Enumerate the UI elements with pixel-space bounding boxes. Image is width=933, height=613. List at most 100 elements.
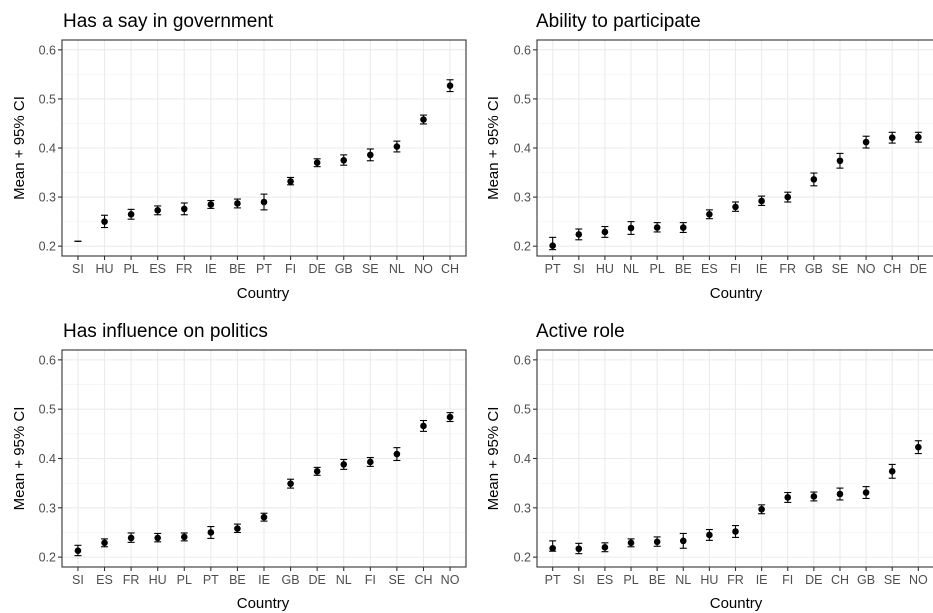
x-tick-label-pt: PT [545,573,561,587]
data-point-se [888,468,896,475]
x-tick-label-no: NO [414,262,433,276]
x-tick-label-be: BE [675,262,692,276]
y-tick-label: 0.2 [39,551,56,565]
data-point-hu [101,218,108,225]
data-point-de [313,159,321,167]
y-tick-label: 0.5 [39,403,56,417]
data-point-pl [180,533,188,541]
x-tick-label-pl: PL [177,573,192,587]
data-point-pl [127,210,135,218]
y-tick-label: 0.2 [514,240,531,254]
x-tick-label-es: ES [701,262,718,276]
y-tick-label: 0.6 [39,43,56,57]
x-tick-label-ie: IE [205,262,217,276]
x-tick-label-nl: NL [336,573,352,587]
data-point-pt [207,529,215,536]
data-point-ie [758,197,765,205]
data-point-be [653,538,661,546]
data-point-es [706,210,713,218]
data-point-no [862,138,870,146]
data-point-no [915,443,922,451]
data-point-ie [260,513,268,521]
y-tick-label: 0.3 [514,501,531,515]
y-axis-label: Mean + 95% CI [485,407,502,511]
data-point-de [810,493,818,500]
x-tick-label-se: SE [832,262,849,276]
panel-2: 0.2 0.3 0.4 0.5 0.6 PT SI HU NL PL BE ES FI IE FR GB SE N… [485,11,933,302]
data-point-pt [260,198,268,206]
x-tick-label-fr: FR [176,262,193,276]
data-point-no [446,413,454,421]
x-tick-label-fi: FI [730,262,741,276]
y-tick-label: 0.5 [39,92,56,106]
data-point-fi [732,203,739,211]
x-tick-label-hu: HU [596,262,614,276]
x-tick-label-fr: FR [727,573,744,587]
data-point-es [154,207,161,214]
data-point-fr [732,528,739,535]
x-tick-label-se: SE [362,262,379,276]
x-tick-label-nl: NL [623,262,639,276]
panel-3: 0.2 0.3 0.4 0.5 0.6 SI ES FR HU PL PT BE IE GB DE NL FI S… [11,321,467,612]
data-point-nl [679,537,687,545]
x-tick-label-hu: HU [95,262,113,276]
x-tick-label-gb: GB [335,262,353,276]
data-point-no [420,116,427,123]
x-tick-label-be: BE [649,573,666,587]
y-tick-label: 0.6 [514,353,531,367]
data-point-fi [287,178,294,185]
y-tick-label: 0.5 [514,403,531,417]
data-point-nl [627,224,635,232]
data-point-se [393,450,401,458]
x-tick-label-si: SI [72,573,84,587]
y-tick-label: 0.2 [514,551,531,565]
data-point-es [101,539,108,547]
x-tick-label-de: DE [910,262,927,276]
data-point-ie [207,201,215,208]
panel-title: Has influence on politics [63,321,268,342]
data-point-nl [340,461,348,468]
data-point-gb [287,480,294,487]
x-tick-label-fr: FR [123,573,140,587]
x-tick-label-gb: GB [805,262,823,276]
data-point-nl [393,143,401,150]
x-tick-label-ie: IE [756,573,768,587]
x-tick-label-be: BE [229,262,246,276]
data-point-be [234,200,241,207]
y-tick-label: 0.4 [39,142,56,156]
x-tick-label-si: SI [72,262,84,276]
x-tick-label-nl: NL [389,262,405,276]
x-tick-label-pt: PT [256,262,272,276]
x-axis-label: Country [710,595,763,612]
panel-title: Ability to participate [536,11,701,32]
x-tick-label-fi: FI [782,573,793,587]
x-tick-label-pt: PT [545,262,561,276]
data-point-pl [627,539,635,547]
data-point-de [915,133,922,141]
x-tick-label-si: SI [573,262,585,276]
y-tick-label: 0.4 [514,452,531,466]
data-point-gb [810,176,818,183]
data-point-be [234,525,241,532]
x-tick-label-es: ES [597,573,614,587]
x-tick-label-pl: PL [649,262,664,276]
x-tick-label-es: ES [149,262,166,276]
x-tick-label-de: DE [308,262,325,276]
data-point-pl [653,224,661,231]
panel-title: Has a say in government [63,11,274,32]
data-point-fi [367,458,374,466]
x-tick-label-pl: PL [123,262,138,276]
x-axis-label: Country [710,285,763,302]
x-axis-label: Country [237,285,290,302]
y-tick-label: 0.3 [514,191,531,205]
y-tick-label: 0.2 [39,240,56,254]
data-point-gb [340,156,348,164]
y-axis-label: Mean + 95% CI [11,96,28,200]
x-tick-label-fi: FI [285,262,296,276]
panel-4: 0.2 0.3 0.4 0.5 0.6 PT SI ES PL BE NL HU FR IE FI DE CH G… [485,321,933,612]
x-tick-label-de: DE [805,573,822,587]
y-tick-label: 0.4 [514,142,531,156]
data-point-pt [549,242,556,249]
x-tick-label-fr: FR [779,262,796,276]
